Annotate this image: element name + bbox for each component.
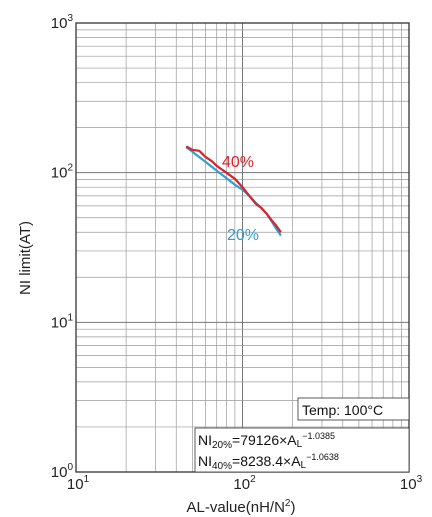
series-label-40: 40% — [222, 154, 254, 171]
temp-annotation: Temp: 100°C — [302, 402, 383, 418]
y-axis-title: NI limit(AT) — [17, 221, 34, 295]
x-tick-label: 101 — [67, 474, 90, 493]
x-tick-labels: 101 102 103 — [67, 474, 423, 493]
grid — [76, 23, 409, 472]
equation-20: NI20%=79126×AL−1.0385 — [198, 431, 335, 451]
y-tick-label: 103 — [51, 13, 74, 32]
y-tick-label: 102 — [51, 163, 74, 182]
y-tick-label: 100 — [51, 462, 74, 481]
series-line-40 — [185, 145, 282, 233]
y-tick-label: 101 — [51, 312, 74, 331]
y-tick-labels: 100 101 102 103 — [51, 13, 74, 481]
equation-40: NI40%=8238.4×AL−1.0638 — [198, 452, 339, 472]
x-axis-title: AL-value(nH/N2) — [187, 498, 296, 516]
annotation-box: Temp: 100°C NI20%=79126×AL−1.0385 NI40%=… — [194, 397, 410, 473]
series-layer — [185, 145, 282, 237]
series-label-20: 20% — [227, 227, 259, 244]
x-tick-label: 102 — [233, 474, 256, 493]
x-tick-label: 103 — [400, 474, 423, 493]
